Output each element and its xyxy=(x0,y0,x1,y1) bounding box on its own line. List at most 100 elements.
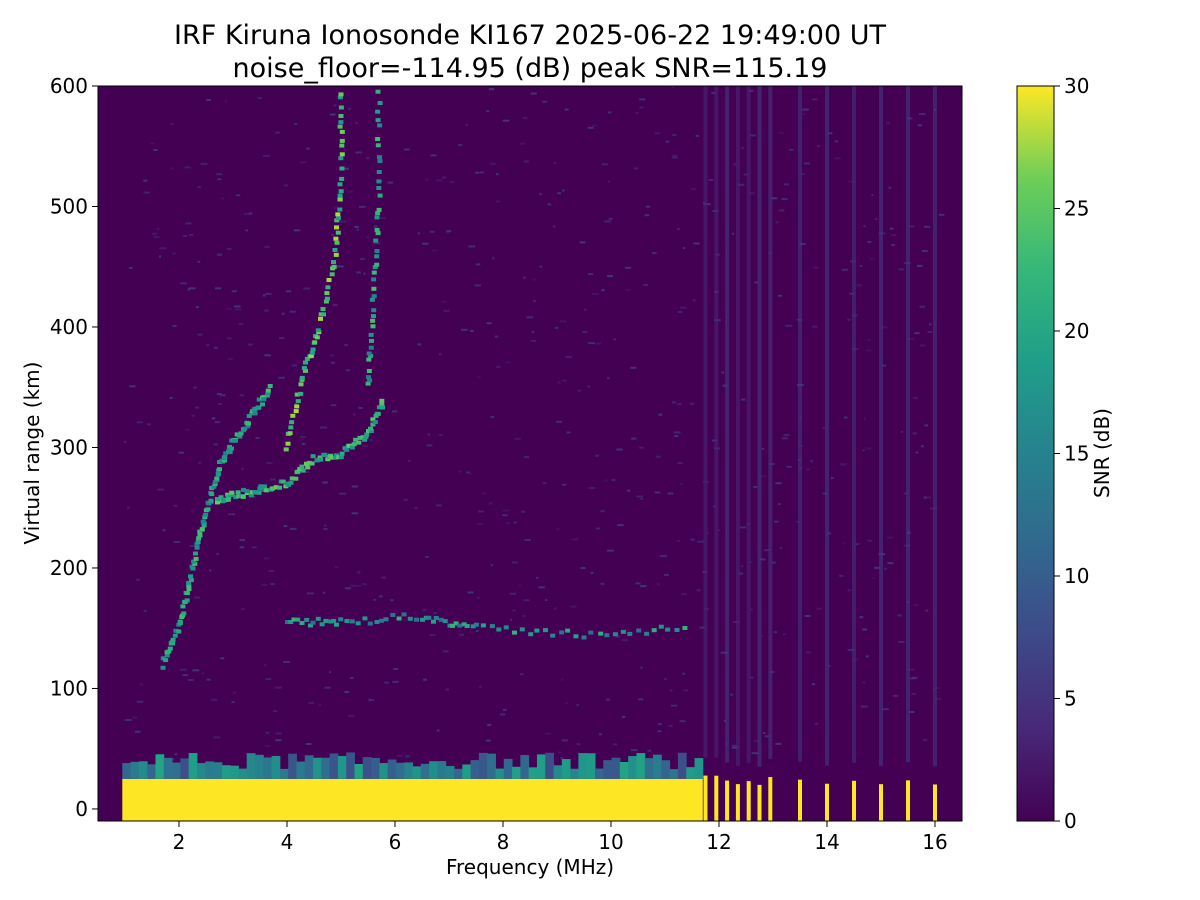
noise-cell xyxy=(333,206,338,209)
f-layer-o-echo xyxy=(329,455,335,460)
noise-cell xyxy=(640,585,647,588)
noise-cell xyxy=(839,463,847,466)
e-layer-echo xyxy=(442,619,448,624)
e-layer-echo xyxy=(431,619,436,624)
noise-cell xyxy=(621,716,626,718)
f-layer-cusp-echo xyxy=(303,360,308,365)
noise-cell xyxy=(184,428,190,431)
noise-cell xyxy=(353,413,356,416)
noise-cell xyxy=(924,225,931,228)
colorbar-tick-label: 20 xyxy=(1064,319,1089,343)
noise-cell xyxy=(300,435,306,438)
noise-cell xyxy=(887,562,894,565)
f-layer-o-echo xyxy=(289,476,295,481)
noise-cell xyxy=(799,243,806,245)
noise-cell xyxy=(538,586,545,589)
noise-cell xyxy=(924,424,928,427)
noise-cell xyxy=(770,671,775,673)
f-layer-x-echo xyxy=(374,254,380,259)
f-layer-x-echo xyxy=(377,159,383,164)
noise-cell xyxy=(774,520,779,523)
e-layer-echo xyxy=(396,616,402,621)
ground-echo-edge xyxy=(503,758,513,779)
noise-cell xyxy=(913,604,919,607)
e-layer-echo xyxy=(644,631,650,636)
y-tick-label: 200 xyxy=(50,556,88,580)
noise-cell xyxy=(423,678,427,681)
noise-cell xyxy=(283,525,288,528)
f-layer-o-echo xyxy=(288,480,294,485)
noise-cell xyxy=(889,227,894,230)
f-layer-o-echo xyxy=(264,488,270,493)
f-layer-x-echo xyxy=(371,286,377,291)
noise-cell xyxy=(708,179,714,181)
low-branch-echo xyxy=(223,451,229,456)
noise-cell xyxy=(239,394,244,397)
noise-cell xyxy=(557,381,561,384)
noise-cell xyxy=(352,584,358,587)
noise-cell xyxy=(523,456,530,459)
noise-cell xyxy=(362,583,367,586)
noise-cell xyxy=(197,186,201,189)
noise-cell xyxy=(198,461,202,464)
noise-cell xyxy=(329,354,335,357)
noise-cell xyxy=(334,566,339,569)
noise-cell xyxy=(479,685,482,688)
f-layer-o-echo xyxy=(362,437,368,442)
ground-echo-edge xyxy=(470,760,480,779)
noise-cell xyxy=(268,569,274,572)
noise-cell xyxy=(535,576,539,579)
f-layer-cusp-echo xyxy=(298,391,304,396)
f-layer-o-echo xyxy=(353,437,359,442)
noise-cell xyxy=(358,584,361,587)
noise-cell xyxy=(671,86,675,89)
noise-cell xyxy=(356,271,361,274)
e-layer-echo xyxy=(658,624,664,629)
e-layer-echo xyxy=(464,624,470,628)
noise-cell xyxy=(403,498,408,501)
low-branch-echo xyxy=(212,480,218,485)
e-layer-echo xyxy=(565,628,571,633)
noise-cell xyxy=(231,290,237,293)
colorbar-tick-label: 15 xyxy=(1064,442,1089,466)
noise-cell xyxy=(562,379,567,382)
f-layer-cusp-echo xyxy=(294,404,300,409)
noise-cell xyxy=(925,496,931,499)
noise-cell xyxy=(913,397,918,399)
noise-cell xyxy=(553,162,557,165)
noise-cell xyxy=(722,384,728,387)
x-axis-label: Frequency (MHz) xyxy=(446,855,614,879)
noise-cell xyxy=(738,572,744,575)
f-layer-o-echo xyxy=(293,476,299,481)
hf-line-faint xyxy=(757,86,762,767)
f-layer-x-echo xyxy=(369,338,374,343)
ground-echo-edge xyxy=(296,761,306,779)
ground-echo-edge xyxy=(395,762,405,779)
noise-cell xyxy=(442,176,447,179)
low-branch-echo xyxy=(163,658,169,663)
noise-cell xyxy=(337,265,344,268)
ground-echo-edge xyxy=(420,763,430,779)
noise-cell xyxy=(919,305,925,308)
noise-cell xyxy=(257,96,262,99)
noise-cell xyxy=(427,433,430,436)
x-tick-label: 10 xyxy=(598,830,623,854)
low-branch-echo xyxy=(199,527,205,532)
noise-cell xyxy=(862,628,868,631)
noise-cell xyxy=(908,668,915,671)
low-branch-echo xyxy=(222,455,228,459)
noise-cell xyxy=(869,257,875,260)
low-branch-echo xyxy=(186,587,192,592)
noise-cell xyxy=(263,557,270,560)
ground-echo-edge xyxy=(495,768,505,779)
noise-cell xyxy=(476,523,484,526)
noise-cell xyxy=(785,324,793,327)
f-layer-x-echo xyxy=(370,324,376,329)
x-tick-label: 2 xyxy=(173,830,186,854)
f-layer-o-echo xyxy=(233,495,239,500)
noise-cell xyxy=(910,225,915,228)
noise-cell xyxy=(600,582,605,585)
f-layer-x-echo xyxy=(368,345,374,350)
noise-cell xyxy=(634,167,639,170)
noise-cell xyxy=(348,714,355,717)
